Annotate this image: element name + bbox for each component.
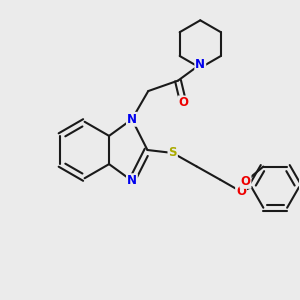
Text: N: N (127, 174, 137, 187)
Text: S: S (169, 146, 177, 160)
Text: O: O (241, 175, 250, 188)
Text: N: N (195, 58, 205, 71)
Text: N: N (127, 113, 137, 126)
Text: O: O (236, 185, 246, 198)
Text: O: O (178, 96, 188, 110)
